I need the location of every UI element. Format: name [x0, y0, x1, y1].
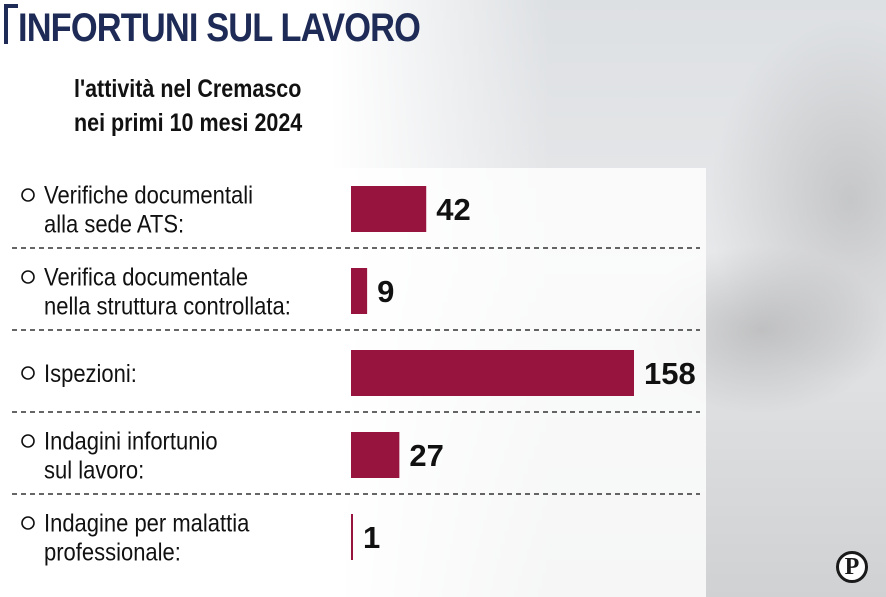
value-label: 1: [363, 520, 380, 555]
bar: [351, 350, 634, 396]
bullet-icon: [21, 434, 35, 448]
bullet-icon: [21, 188, 35, 202]
category-label: Verifica documentale: [44, 263, 248, 291]
page-title: INFORTUNI SUL LAVORO: [18, 6, 421, 50]
category-label: Indagini infortunio: [44, 427, 218, 455]
bullet-icon: [21, 366, 35, 380]
publisher-logo-icon: P: [836, 551, 868, 583]
category-label: Verifiche documentali: [44, 181, 253, 209]
category-label: sul lavoro:: [44, 456, 144, 484]
value-label: 158: [644, 356, 696, 391]
bar: [351, 514, 353, 560]
bar: [351, 432, 400, 478]
bar: [351, 268, 368, 314]
value-label: 42: [436, 192, 470, 227]
value-label: 27: [409, 438, 443, 473]
subtitle: l'attività nel Cremasco nei primi 10 mes…: [74, 72, 332, 140]
category-label: Ispezioni:: [44, 360, 137, 388]
category-label: professionale:: [44, 538, 181, 566]
category-label: nella struttura controllata:: [44, 292, 291, 320]
bullet-icon: [21, 270, 35, 284]
category-label: alla sede ATS:: [44, 210, 184, 238]
value-label: 9: [377, 274, 394, 309]
bar: [351, 186, 427, 232]
category-label: Indagine per malattia: [44, 509, 250, 537]
title-corner-mark: [4, 4, 18, 44]
bullet-icon: [21, 516, 35, 530]
subtitle-line-1: l'attività nel Cremasco: [74, 75, 302, 103]
subtitle-line-2: nei primi 10 mesi 2024: [74, 109, 303, 137]
